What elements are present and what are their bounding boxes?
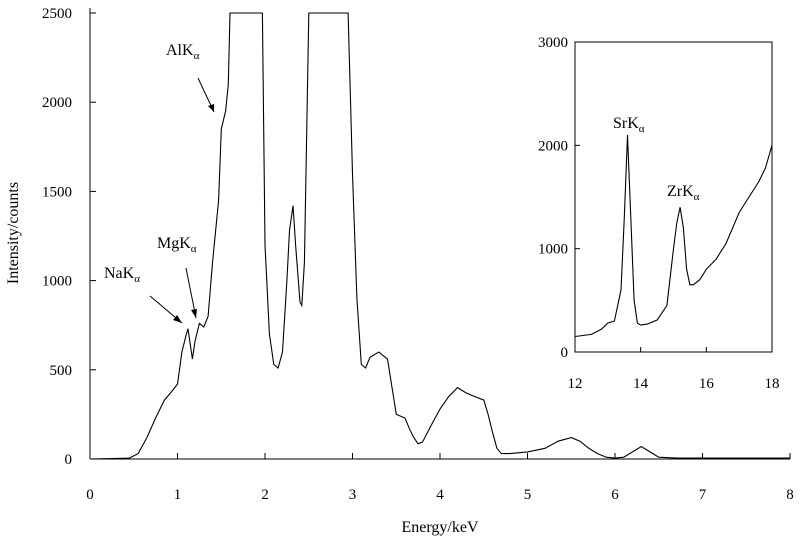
y-tick-label: 1500 — [42, 184, 72, 200]
x-tick-label: 0 — [86, 487, 94, 503]
peak-label-mg: MgK — [157, 235, 191, 252]
main-y-axis-ticks: 0 500 1000 1500 2000 2500 — [42, 6, 96, 468]
x-tick-label: 14 — [633, 376, 649, 392]
peak-annotation-sr: SrKα — [613, 115, 645, 135]
x-tick-label: 2 — [261, 487, 269, 503]
main-spectrum-line — [89, 12, 790, 460]
peak-annotation-mg: MgKα — [157, 235, 197, 319]
svg-text:AlKα: AlKα — [166, 42, 200, 62]
y-tick-label: 3000 — [538, 35, 568, 51]
svg-text:SrKα: SrKα — [613, 115, 645, 135]
svg-text:NaKα: NaKα — [104, 265, 140, 285]
svg-text:MgKα: MgKα — [157, 235, 197, 255]
inset-x-axis-ticks: 12 14 16 18 — [568, 347, 780, 392]
x-tick-label: 18 — [765, 376, 780, 392]
peak-annotation-al: AlKα — [166, 42, 215, 113]
x-tick-label: 5 — [524, 487, 532, 503]
y-tick-label: 2000 — [42, 95, 72, 111]
peak-subscript-al: α — [194, 50, 200, 62]
x-tick-label: 16 — [699, 376, 715, 392]
x-tick-label: 12 — [568, 376, 583, 392]
arrowhead-al — [208, 104, 214, 112]
peak-annotation-na: NaKα — [104, 265, 183, 324]
x-tick-label: 4 — [436, 487, 444, 503]
peak-annotation-zr: ZrKα — [667, 183, 700, 203]
x-tick-label: 3 — [349, 487, 357, 503]
inset-frame — [574, 41, 773, 353]
peak-subscript-zr: α — [694, 191, 700, 203]
arrowhead-na — [173, 315, 182, 323]
peak-subscript-sr: α — [639, 123, 645, 135]
arrowhead-mg — [191, 309, 197, 318]
y-tick-label: 2500 — [42, 6, 72, 22]
peak-subscript-mg: α — [191, 243, 197, 255]
main-x-axis-title: Energy/keV — [401, 519, 478, 536]
x-tick-label: 7 — [699, 487, 707, 503]
peak-label-sr: SrK — [613, 115, 639, 132]
inset-y-axis-ticks: 0 1000 2000 3000 — [538, 35, 580, 361]
peak-label-zr: ZrK — [667, 183, 694, 200]
main-x-axis-ticks: 0 1 2 3 4 5 6 7 8 — [86, 453, 794, 503]
inset-spectrum-line — [574, 134, 773, 338]
x-tick-label: 8 — [786, 487, 794, 503]
y-tick-label: 0 — [65, 452, 73, 468]
main-y-axis-title: Intensity/counts — [5, 182, 22, 284]
y-tick-label: 0 — [561, 345, 569, 361]
y-tick-label: 2000 — [538, 138, 568, 154]
x-tick-label: 1 — [174, 487, 182, 503]
y-tick-label: 1000 — [538, 242, 568, 258]
peak-subscript-na: α — [134, 273, 140, 285]
peak-label-na: NaK — [104, 265, 135, 282]
y-tick-label: 1000 — [42, 274, 72, 290]
y-tick-label: 500 — [50, 363, 73, 379]
x-tick-label: 6 — [611, 487, 619, 503]
peak-label-al: AlK — [166, 42, 194, 59]
svg-text:ZrKα: ZrKα — [667, 183, 700, 203]
